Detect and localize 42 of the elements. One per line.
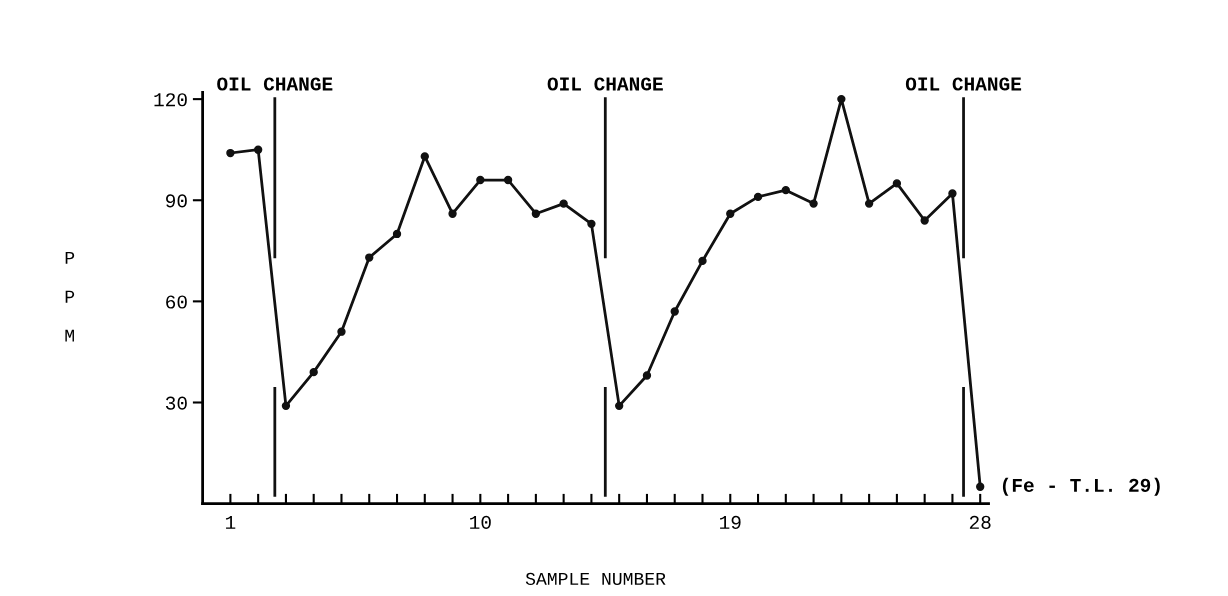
point — [281, 401, 291, 411]
ref-line-label: OIL CHANGE — [905, 77, 1022, 91]
y-tick-label: 60 — [166, 295, 187, 309]
point — [753, 192, 763, 202]
x-axis-title: SAMPLE NUMBER — [525, 572, 666, 586]
point — [365, 253, 374, 262]
point — [226, 148, 235, 158]
point — [837, 94, 846, 104]
text: PPM — [65, 251, 75, 342]
point — [864, 199, 874, 208]
point — [809, 199, 818, 208]
point — [781, 185, 790, 195]
x-tick-label: 19 — [720, 515, 741, 530]
point — [309, 367, 318, 377]
point — [420, 152, 429, 161]
x-tick-label: 28 — [969, 515, 991, 530]
point — [587, 219, 596, 229]
ref-line-label: OIL CHANGE — [217, 77, 333, 91]
point — [920, 216, 929, 225]
point — [392, 229, 402, 239]
point — [503, 175, 513, 185]
point — [476, 175, 485, 185]
point — [976, 482, 985, 491]
point — [670, 307, 679, 316]
point — [726, 209, 735, 218]
y-tick-label: 90 — [166, 194, 187, 208]
point — [698, 256, 707, 266]
x-tick-label: 1 — [225, 516, 236, 529]
point — [948, 189, 957, 198]
annotation: (Fe - T.L. 29) — [1002, 477, 1160, 496]
point — [337, 327, 346, 336]
ref-line-label: OIL CHANGE — [547, 77, 663, 91]
y-tick-label: 30 — [165, 396, 187, 410]
point — [642, 371, 652, 380]
point — [253, 145, 263, 154]
point — [559, 199, 568, 208]
point — [531, 209, 541, 218]
point — [615, 401, 624, 411]
x-tick-label: 10 — [470, 515, 491, 530]
point — [448, 209, 457, 218]
y-tick-label: 120 — [154, 93, 187, 107]
point — [892, 179, 902, 188]
